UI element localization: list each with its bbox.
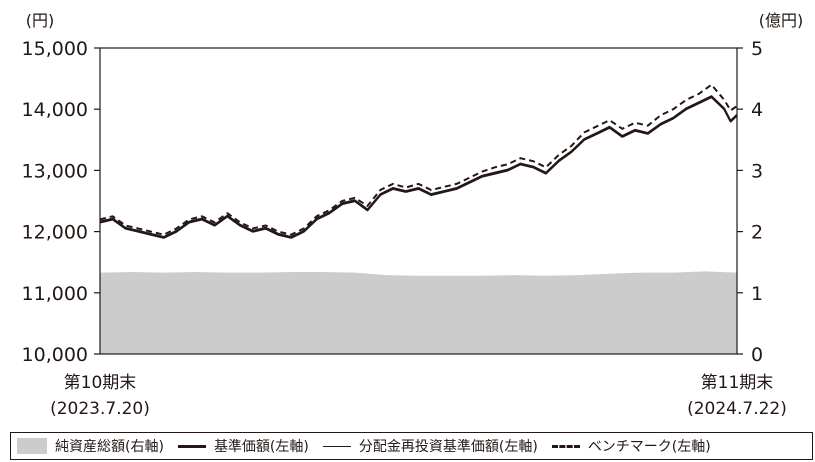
series-benchmark-line — [99, 83, 738, 236]
left-axis-unit: (円) — [26, 11, 55, 30]
x-start-date: (2023.7.20) — [50, 399, 150, 419]
right-tick-label: 0 — [751, 344, 763, 366]
legend-item-benchmark: ベンチマーク(左軸) — [538, 436, 711, 456]
right-tick-label: 4 — [751, 99, 763, 121]
right-axis-unit: (億円) — [759, 11, 804, 30]
legend-swatch-dashed-line — [551, 444, 580, 448]
plot-frame — [99, 47, 738, 355]
x-start-label: 第10期末 — [64, 373, 137, 393]
legend-label-reinvested-nav: 分配金再投資基準価額(左軸) — [358, 439, 538, 455]
left-tick-label: 12,000 — [22, 222, 88, 244]
legend-label-nav: 基準価額(左軸) — [213, 439, 309, 455]
area-layer — [100, 271, 737, 354]
left-tick-label: 13,000 — [22, 160, 88, 182]
x-end-date: (2024.7.22) — [687, 399, 787, 419]
left-tick-label: 14,000 — [22, 99, 88, 121]
right-tick-label: 2 — [751, 222, 763, 244]
legend: 純資産総額(右軸) 基準価額(左軸) 分配金再投資基準価額(左軸) ベンチマーク… — [10, 432, 813, 460]
left-tick-label: 15,000 — [22, 38, 88, 60]
series-reinvested-nav-line — [99, 95, 738, 238]
legend-label-net-assets: 純資産総額(右軸) — [55, 439, 164, 455]
right-tick-label: 1 — [751, 283, 763, 305]
series-nav-line — [99, 95, 738, 239]
x-end-label: 第11期末 — [701, 373, 774, 393]
legend-swatch-area — [17, 438, 47, 454]
legend-item-net-assets: 純資産総額(右軸) — [11, 436, 164, 456]
right-tick-label: 3 — [751, 160, 763, 182]
legend-label-benchmark: ベンチマーク(左軸) — [587, 439, 711, 455]
right-tick-label: 5 — [751, 38, 763, 60]
right-axis: 0 1 2 3 4 5 — [737, 38, 763, 366]
series-net-assets-area — [100, 271, 737, 354]
line-layer — [99, 83, 738, 239]
legend-item-nav: 基準価額(左軸) — [164, 436, 309, 456]
left-axis: 10,000 11,000 12,000 13,000 14,000 15,000 — [22, 38, 100, 366]
left-tick-label: 11,000 — [22, 283, 88, 305]
legend-item-reinvested-nav: 分配金再投資基準価額(左軸) — [309, 436, 538, 456]
legend-swatch-thin-line — [322, 445, 351, 447]
left-tick-label: 10,000 — [22, 344, 88, 366]
legend-swatch-thick-line — [177, 444, 206, 448]
chart: 10,000 11,000 12,000 13,000 14,000 15,000 0 1 2… — [22, 11, 804, 419]
